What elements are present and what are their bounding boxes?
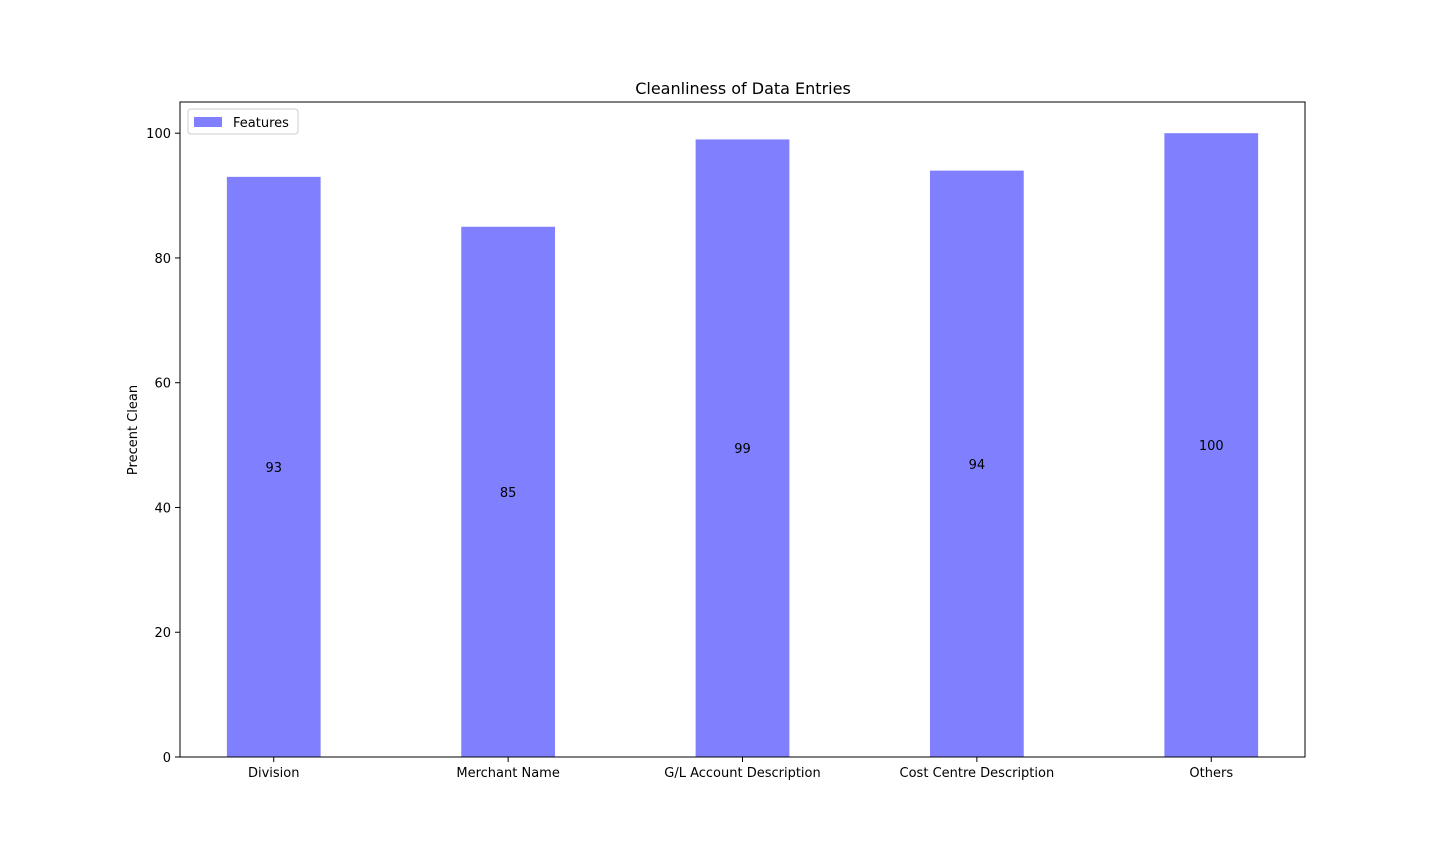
data-labels-layer: 93 85 99 94 100 [265,439,1223,501]
y-tick-label: 40 [154,501,171,516]
data-label: 85 [500,486,517,501]
y-tick-label: 0 [163,751,171,766]
y-tick-label: 80 [154,252,171,267]
data-label: 100 [1199,439,1224,454]
x-tick-label: Division [248,766,300,781]
x-tick-label: Merchant Name [456,766,559,781]
legend-label: Features [233,116,289,131]
bar-division [226,176,321,757]
x-tick-label: Cost Centre Description [900,766,1055,781]
bars-layer [226,133,1259,758]
x-tick-label: G/L Account Description [664,766,821,781]
legend-box [187,108,299,135]
y-tick-label: 20 [154,626,171,641]
data-label: 99 [734,442,751,457]
y-tick-label: 60 [154,377,171,392]
x-tick-label: Others [1189,766,1233,781]
y-axis-label: Precent Clean [126,385,141,475]
chart-title: Cleanliness of Data Entries [635,79,851,98]
legend: Features [187,108,299,135]
data-label: 94 [969,458,986,473]
axes-layer: 0 20 40 60 80 100 Division Merchant Name G/L Acc… [146,101,1306,781]
legend-swatch [194,117,222,127]
bar-merchant-name [461,226,555,757]
bar-g-l-account-description [695,139,790,757]
bar-cost-centre-description [930,170,1024,758]
y-tick-label: 100 [146,127,171,142]
data-label: 93 [265,461,282,476]
bar-others [1164,133,1259,757]
